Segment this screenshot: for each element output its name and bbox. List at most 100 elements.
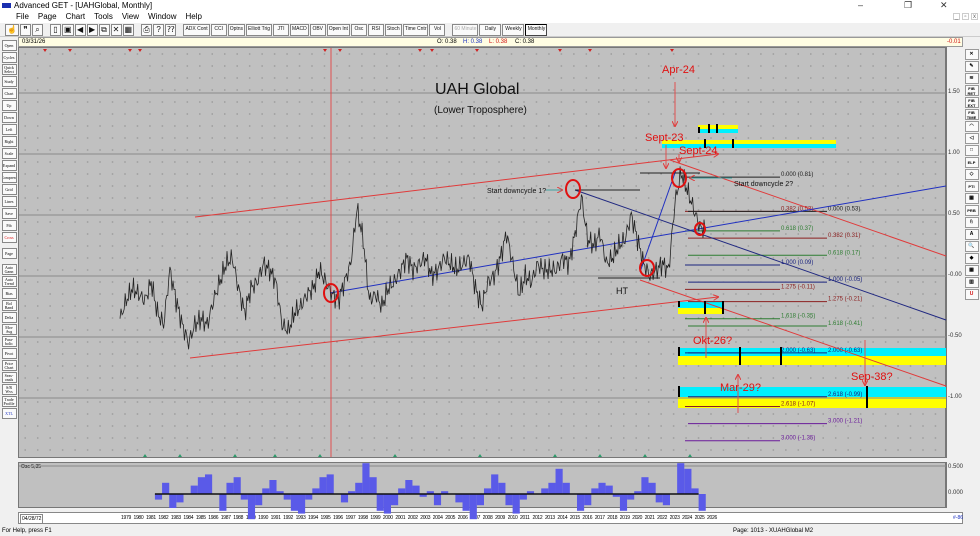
minimize-button[interactable]: – xyxy=(858,0,864,10)
hand-button[interactable]: ☝ xyxy=(5,23,19,36)
menu-help[interactable]: Help xyxy=(185,12,202,21)
study-button-obv[interactable]: OBV xyxy=(309,23,326,36)
left-tool-pivot[interactable]: Pivot xyxy=(1,348,17,359)
left-tool-seas-onals[interactable]: Seas-onals xyxy=(1,372,17,383)
right-tool-15[interactable]: A xyxy=(964,229,979,240)
left-tool-auto-trend[interactable]: Auto Trend xyxy=(1,276,17,287)
left-tool-bias[interactable]: Bias xyxy=(1,288,17,299)
left-tool-save[interactable]: Save xyxy=(1,208,17,219)
mdi-close-button[interactable]: x xyxy=(971,13,978,20)
osc-bar xyxy=(526,491,535,494)
copy-button[interactable]: ⧉ xyxy=(98,23,110,36)
left-tool-lines[interactable]: Lines xyxy=(1,196,17,207)
study-button-stoch[interactable]: Stoch xyxy=(384,23,402,36)
right-tool-14[interactable]: ♘ xyxy=(964,217,979,228)
interval-button-monthly[interactable]: Monthly xyxy=(525,23,548,36)
right-tool-3[interactable]: FIB RET xyxy=(964,85,979,96)
layout-button[interactable]: ▦ xyxy=(122,23,135,36)
left-tool-chart[interactable]: Chart xyxy=(1,88,17,99)
delete-button[interactable]: ✕ xyxy=(110,23,122,36)
left-tool-grid[interactable]: Grid xyxy=(1,184,17,195)
right-tool-2[interactable]: ≋ xyxy=(964,73,979,84)
left-tool-s-r-wvs[interactable]: S/R Wvs xyxy=(1,384,17,395)
right-tool-6[interactable]: ◠ xyxy=(964,121,979,132)
study-button-vol[interactable]: Vol xyxy=(429,23,446,36)
left-tool-cross[interactable]: Cross xyxy=(1,232,17,243)
left-tool-compress[interactable]: Compress xyxy=(1,172,17,183)
menu-file[interactable]: File xyxy=(16,12,29,21)
left-tool-page[interactable]: Page xyxy=(1,248,17,259)
restore-button[interactable]: ❐ xyxy=(904,0,913,10)
cycle-marker-icon xyxy=(553,454,557,457)
context-help-button[interactable]: ⁇ xyxy=(165,23,177,36)
right-tool-10[interactable]: ◇ xyxy=(964,169,979,180)
mdi-restore-button[interactable]: ▫ xyxy=(962,13,969,20)
right-tool-19[interactable]: ▥ xyxy=(964,277,979,288)
right-tool-8[interactable]: □ xyxy=(964,145,979,156)
help-button[interactable]: ? xyxy=(153,23,165,36)
left-tool-auto-gann[interactable]: Auto Gann xyxy=(1,264,17,275)
left-tool-expand[interactable]: Expand xyxy=(1,160,17,171)
left-tool-xtl[interactable]: XTL xyxy=(1,408,17,419)
zoom-button[interactable]: ⌕ xyxy=(31,23,43,36)
study-button-rsi[interactable]: RSI xyxy=(367,23,384,36)
study-button-time-cntr[interactable]: Time Cntr xyxy=(402,23,429,36)
year-label: 1987 xyxy=(220,515,231,521)
price-y-axis[interactable]: 1.50 1.00 0.50 -0.00 -0.50 -1.00 xyxy=(946,47,963,458)
left-tool-mov-avg[interactable]: Mov Avg xyxy=(1,324,17,335)
close-button[interactable]: ✕ xyxy=(940,0,948,10)
right-tool-13[interactable]: PRB xyxy=(964,205,979,216)
new-button[interactable]: ▯ xyxy=(49,23,61,36)
right-tool-12[interactable]: ▦ xyxy=(964,193,979,204)
menu-view[interactable]: View xyxy=(121,12,140,21)
right-tool-5[interactable]: FIB TIME xyxy=(964,109,979,120)
interval-button-daily[interactable]: Daily xyxy=(479,23,502,36)
forward-button[interactable]: ▶ xyxy=(86,23,98,36)
left-tool-right[interactable]: Right xyxy=(1,136,17,147)
left-tool-up[interactable]: Up xyxy=(1,100,17,111)
left-tool-cycles[interactable]: Cycles xyxy=(1,52,17,63)
quote-button[interactable]: ❞ xyxy=(19,23,31,36)
study-button-adx-cont[interactable]: ADX Cont xyxy=(183,23,210,36)
study-button-elliott-trig[interactable]: Elliott Trig xyxy=(246,23,272,36)
left-tool-price-chart[interactable]: Price Chart xyxy=(1,360,17,371)
interval-button-weekly[interactable]: Weekly xyxy=(502,23,525,36)
menu-tools[interactable]: Tools xyxy=(94,12,113,21)
interval-button-60-minute[interactable]: 60 Minute xyxy=(452,23,479,36)
left-tool-down[interactable]: Down xyxy=(1,112,17,123)
left-tool-trade-profile[interactable]: Trade Profile xyxy=(1,396,17,407)
right-tool-9[interactable]: ELP xyxy=(964,157,979,168)
back-button[interactable]: ◀ xyxy=(74,23,86,36)
study-button-open-int[interactable]: Open Int xyxy=(326,23,350,36)
save-button[interactable]: ▣ xyxy=(61,23,74,36)
study-button-macd[interactable]: MACD xyxy=(290,23,309,36)
left-tool-quick-select[interactable]: Quick Select xyxy=(1,64,17,75)
left-tool-delta[interactable]: Delta xyxy=(1,312,17,323)
right-tool-4[interactable]: FIB EXT xyxy=(964,97,979,108)
right-tool-18[interactable]: ▦ xyxy=(964,265,979,276)
menu-window[interactable]: Window xyxy=(148,12,177,21)
study-button-jti[interactable]: JTI xyxy=(273,23,289,36)
right-tool-7[interactable]: ◁ xyxy=(964,133,979,144)
menu-page[interactable]: Page xyxy=(37,12,57,21)
left-tool-para-bolic[interactable]: Para-bolic xyxy=(1,336,17,347)
right-tool-16[interactable]: 🔍 xyxy=(964,241,979,252)
left-tool-scale[interactable]: Scale xyxy=(1,148,17,159)
study-button-optns[interactable]: Optns xyxy=(227,23,246,36)
left-tool-study[interactable]: Study xyxy=(1,76,17,87)
right-tool-17[interactable]: ◆ xyxy=(964,253,979,264)
right-tool-0[interactable]: ✕ xyxy=(964,49,979,60)
osc-bar xyxy=(419,494,427,497)
study-button-osc[interactable]: Osc xyxy=(350,23,367,36)
print-button[interactable]: ⎙ xyxy=(141,23,153,36)
left-tool-fib[interactable]: Fib xyxy=(1,220,17,231)
left-tool-bol-band[interactable]: Bol Band xyxy=(1,300,17,311)
right-tool-11[interactable]: PTI xyxy=(964,181,979,192)
study-button-cci[interactable]: CCI xyxy=(210,23,227,36)
left-tool-open[interactable]: Open xyxy=(1,40,17,51)
menu-chart[interactable]: Chart xyxy=(65,12,86,21)
left-tool-left[interactable]: Left xyxy=(1,124,17,135)
mdi-minimize-button[interactable]: _ xyxy=(953,13,960,20)
right-tool-20[interactable]: U xyxy=(964,289,979,300)
right-tool-1[interactable]: ✎ xyxy=(964,61,979,72)
